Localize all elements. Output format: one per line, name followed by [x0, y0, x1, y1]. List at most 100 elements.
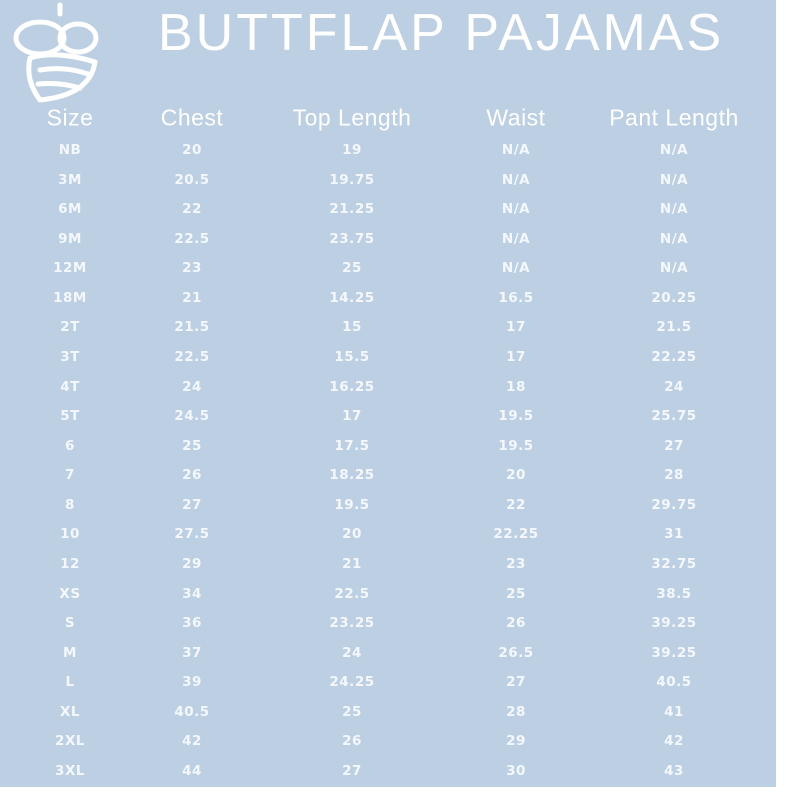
size-label: 3T: [60, 348, 80, 365]
measurement: N/A: [501, 171, 531, 188]
measurement: 14.25: [329, 289, 375, 306]
measurement: 29: [182, 555, 202, 572]
bee-logo: [13, 2, 99, 103]
measurement: 20: [182, 142, 202, 158]
size-label: S: [64, 615, 76, 632]
size-label: NB: [58, 142, 82, 158]
size-label: 5T: [60, 408, 80, 425]
measurement: 24.5: [174, 408, 210, 425]
measurement: 41: [664, 703, 684, 720]
measurement: 22.25: [651, 348, 697, 365]
measurement: 25: [342, 260, 362, 277]
measurement: 15: [342, 319, 362, 336]
measurement: 19.5: [334, 496, 370, 513]
size-label: 2T: [60, 319, 80, 336]
measurement: 20.25: [651, 289, 697, 306]
measurement: 16.5: [498, 289, 534, 306]
measurement: 40.5: [174, 703, 210, 720]
measurement: 25: [182, 437, 202, 454]
column-header: Waist: [486, 104, 546, 131]
measurement: 23: [506, 555, 526, 572]
measurement: 27: [342, 762, 362, 779]
measurement: 26.5: [498, 644, 534, 661]
measurement: 26: [342, 733, 362, 750]
size-label: 6: [65, 437, 75, 454]
measurement: 21.5: [656, 319, 692, 336]
measurement: 22.5: [334, 585, 370, 602]
measurement: 24.25: [329, 674, 375, 691]
measurement: 22.5: [174, 348, 210, 365]
size-chart: BUTTFLAP PAJAMAS Size Chest Top Length Wais…: [0, 0, 776, 787]
size-label: 8: [65, 496, 75, 513]
measurement: 25: [342, 703, 362, 720]
measurement: 17: [506, 348, 526, 365]
size-label: L: [65, 674, 75, 691]
measurement: 21.5: [174, 319, 210, 336]
measurement: 19: [342, 142, 362, 158]
column-header: Chest: [160, 104, 224, 131]
measurement: 26: [506, 615, 526, 632]
column-header: Top Length: [292, 104, 412, 131]
size-label: XS: [59, 585, 81, 602]
measurement: N/A: [501, 142, 531, 158]
measurement: 20.5: [174, 171, 210, 188]
measurement: 27: [506, 674, 526, 691]
measurement: 18.25: [329, 467, 375, 484]
measurement: N/A: [659, 171, 689, 188]
measurement: 17.5: [334, 437, 370, 454]
measurement: 29: [506, 733, 526, 750]
size-label: 10: [60, 526, 80, 543]
measurement: 19.5: [498, 408, 534, 425]
size-label: 12M: [53, 260, 87, 277]
measurement: 22.25: [493, 526, 539, 543]
size-label: 12: [60, 555, 80, 572]
measurement: 42: [664, 733, 684, 750]
measurement: N/A: [659, 230, 689, 247]
measurement: 39.25: [651, 615, 697, 632]
measurement: 25.75: [651, 408, 697, 425]
measurement: N/A: [659, 142, 689, 158]
measurement: 19.5: [498, 437, 534, 454]
column-header: Pant Length: [609, 104, 739, 131]
measurement: 20: [342, 526, 362, 543]
size-label: 9M: [58, 230, 82, 247]
measurement: 27: [182, 496, 202, 513]
measurement: 22.5: [174, 230, 210, 247]
measurement: 40.5: [656, 674, 692, 691]
measurement: 39.25: [651, 644, 697, 661]
size-label: 18M: [53, 289, 87, 306]
measurement: 23: [182, 260, 202, 277]
measurement: 27.5: [174, 526, 210, 543]
measurement: 28: [664, 467, 684, 484]
size-label: 6M: [58, 201, 82, 218]
measurement: 44: [182, 762, 202, 779]
measurement: N/A: [659, 260, 689, 277]
size-label: 7: [65, 467, 75, 484]
measurement: 15.5: [334, 348, 370, 365]
measurement: 30: [506, 762, 526, 779]
size-label: 3XL: [55, 762, 85, 779]
measurement: 25: [506, 585, 526, 602]
measurement: 24: [664, 378, 684, 395]
measurement: N/A: [501, 201, 531, 218]
measurement: 21: [182, 289, 202, 306]
measurement: 22: [182, 201, 202, 218]
measurement: 22: [506, 496, 526, 513]
column-header: Size: [46, 104, 94, 131]
measurement: 17: [506, 319, 526, 336]
measurement: 42: [182, 733, 202, 750]
measurement: 34: [182, 585, 202, 602]
measurement: 36: [182, 615, 202, 632]
measurement: 18: [506, 378, 526, 395]
size-label: 2XL: [55, 733, 85, 750]
measurement: N/A: [659, 201, 689, 218]
measurement: 21: [342, 555, 362, 572]
measurement: 31: [664, 526, 684, 543]
title: BUTTFLAP PAJAMAS: [158, 4, 725, 62]
measurement: N/A: [501, 230, 531, 247]
measurement: 19.75: [329, 171, 375, 188]
measurement: 23.75: [329, 230, 375, 247]
size-label: M: [63, 644, 77, 661]
measurement: 16.25: [329, 378, 375, 395]
